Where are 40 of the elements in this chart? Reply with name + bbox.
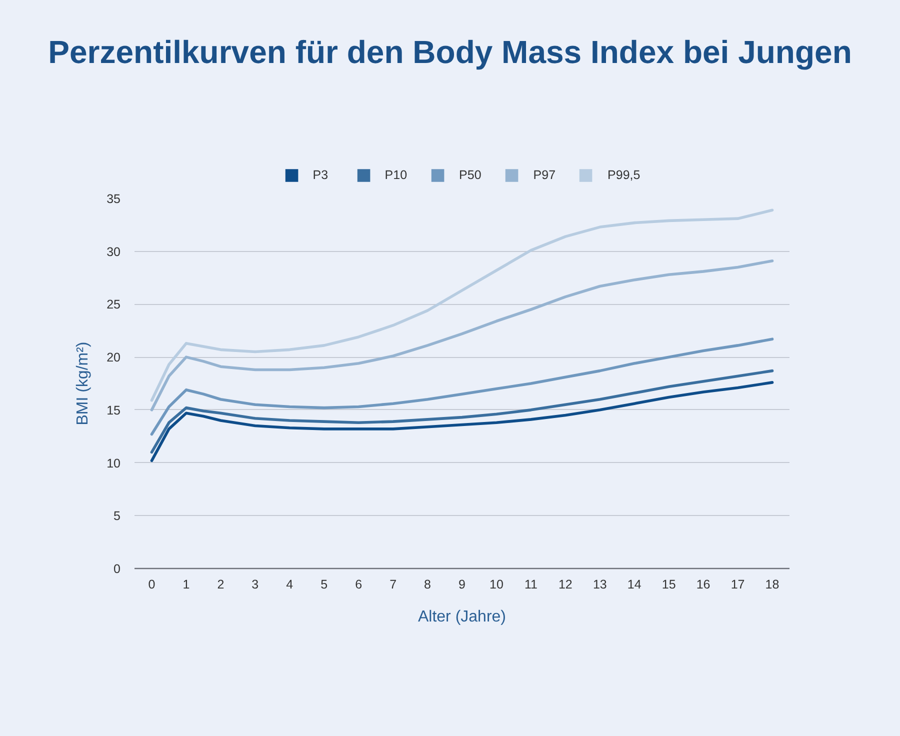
line-series [150, 259, 774, 412]
x-tick-label: 1 [182, 578, 190, 592]
legend-label: P10 [384, 168, 408, 182]
x-tick-label: 17 [730, 578, 745, 592]
line-series [150, 208, 774, 402]
x-tick-label: 5 [320, 578, 328, 592]
x-tick-label: 2 [217, 578, 224, 592]
y-tick-label: 35 [106, 192, 121, 206]
y-tick-label: 0 [114, 562, 121, 576]
x-tick-label: 8 [424, 578, 432, 592]
x-tick-label: 3 [252, 578, 259, 592]
legend-label: P99,5 [608, 168, 640, 182]
x-tick-label: 13 [592, 578, 607, 592]
y-tick-label: 15 [106, 403, 121, 418]
legend-label: P50 [459, 168, 482, 182]
legend-label: P3 [312, 168, 330, 182]
y-tick-label: 5 [114, 509, 121, 524]
x-tick-label: 18 [765, 578, 780, 592]
line-series [150, 381, 774, 462]
y-tick-label: 10 [106, 456, 121, 470]
legend-label: P97 [533, 168, 556, 182]
x-tick-label: 14 [627, 578, 642, 592]
x-tick-label: 11 [524, 578, 538, 592]
x-tick-label: 16 [696, 578, 710, 592]
x-tick-label: 10 [490, 578, 504, 592]
y-tick-label: 20 [106, 350, 121, 365]
x-tick-label: 0 [148, 578, 156, 592]
x-tick-label: 7 [390, 578, 397, 592]
line-series [150, 338, 774, 436]
x-axis-title: Alter (Jahre) [418, 608, 506, 626]
line-series [150, 369, 774, 454]
x-tick-label: 4 [286, 578, 294, 592]
y-tick-label: 30 [106, 244, 121, 259]
x-tick-label: 15 [662, 578, 676, 592]
x-tick-label: 9 [458, 578, 466, 592]
x-tick-label: 6 [355, 578, 362, 592]
y-tick-label: 25 [106, 298, 121, 312]
y-axis-title: BMI (kg/m²) [74, 342, 92, 426]
chart-title: Perzentilkurven für den Body Mass Index bei Jungen [48, 33, 852, 72]
x-tick-label: 12 [558, 578, 572, 592]
